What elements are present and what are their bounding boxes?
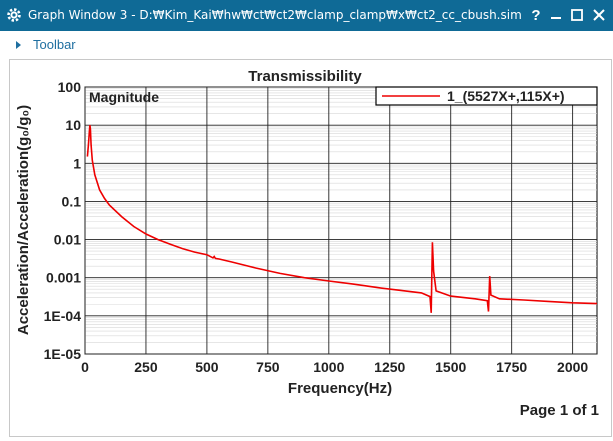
page-indicator: Page 1 of 1	[519, 402, 599, 419]
help-button[interactable]: ?	[531, 6, 541, 24]
x-tick-label: 0	[81, 359, 89, 375]
y-tick-label: 1E-05	[44, 346, 82, 362]
y-tick-label: 0.001	[46, 270, 81, 286]
toolbar-label[interactable]: Toolbar	[33, 37, 76, 52]
y-axis-label: Acceleration/Acceleration(g₀/g₀)	[15, 105, 32, 335]
y-tick-label: 0.1	[62, 193, 82, 209]
y-tick-label: 0.01	[54, 232, 81, 248]
expand-triangle-icon[interactable]	[16, 41, 21, 49]
x-tick-label: 1500	[435, 359, 466, 375]
legend-box	[375, 86, 598, 106]
maximize-button[interactable]	[567, 5, 587, 25]
x-tick-label: 750	[256, 359, 280, 375]
window-title: Graph Window 3 - D:₩Kim_Kai₩hw₩ct₩ct2₩cl…	[28, 8, 522, 22]
series-line	[86, 124, 598, 313]
chart-title: Transmissibility	[248, 68, 362, 85]
y-tick-label: 1E-04	[44, 308, 82, 324]
y-tick-label: 100	[58, 79, 82, 95]
x-tick-label: 1750	[496, 359, 527, 375]
legend-label: 1_(5527X+,115X+)	[447, 88, 565, 104]
minimize-button[interactable]	[546, 5, 566, 25]
grid	[84, 86, 597, 355]
title-bar[interactable]: Graph Window 3 - D:₩Kim_Kai₩hw₩ct₩ct2₩cl…	[0, 0, 613, 31]
close-button[interactable]	[589, 5, 609, 25]
x-tick-label: 1000	[313, 359, 344, 375]
x-tick-label: 1250	[374, 359, 405, 375]
minimize-icon	[551, 17, 561, 19]
y-tick-label: 1	[73, 155, 81, 171]
x-axis-label: Frequency(Hz)	[288, 380, 392, 397]
legend: 1_(5527X+,115X+)	[375, 86, 598, 106]
x-tick-label: 250	[134, 359, 158, 375]
x-tick-label: 2000	[557, 359, 588, 375]
gear-icon[interactable]	[5, 6, 23, 24]
maximize-icon	[571, 9, 583, 21]
y-tick-label: 10	[65, 117, 81, 133]
chart-subtitle: Magnitude	[89, 89, 159, 105]
close-icon	[593, 9, 605, 21]
x-tick-label: 500	[195, 359, 219, 375]
toolbar-toggle[interactable]: Toolbar	[0, 31, 613, 58]
